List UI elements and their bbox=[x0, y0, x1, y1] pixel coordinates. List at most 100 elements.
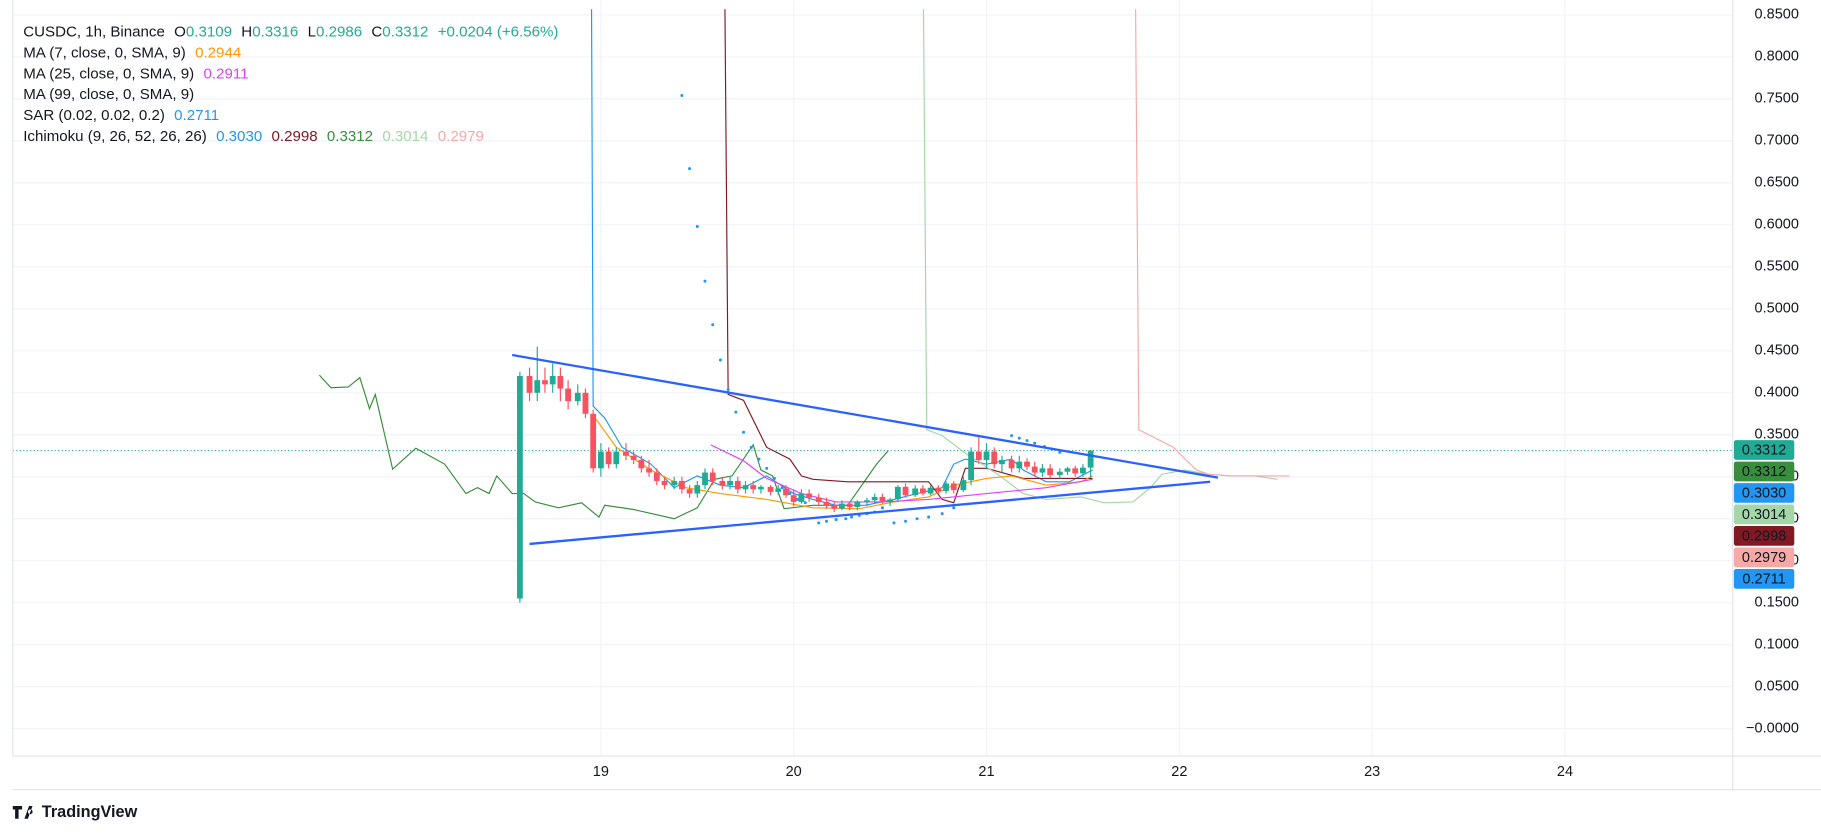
indicator-line bbox=[594, 417, 1093, 510]
y-tick-label: 0.6000 bbox=[1755, 217, 1799, 233]
candle-body bbox=[975, 451, 982, 460]
sar-dot bbox=[880, 506, 884, 510]
candle-body bbox=[912, 488, 919, 496]
candle-body bbox=[613, 451, 620, 465]
candle-body bbox=[709, 472, 716, 481]
candle-body bbox=[943, 483, 949, 492]
price-tag bbox=[1733, 569, 1795, 589]
price-tag-label: 0.3312 bbox=[1742, 442, 1786, 458]
candle-body bbox=[1016, 461, 1023, 469]
grid bbox=[12, 0, 1733, 757]
sar-dot bbox=[711, 323, 715, 327]
candle-body bbox=[879, 496, 886, 502]
candle-body bbox=[605, 451, 612, 465]
x-tick-label: 24 bbox=[1557, 764, 1573, 780]
plot-area bbox=[12, 9, 1733, 603]
price-tag-label: 0.3312 bbox=[1742, 464, 1786, 480]
sar-dot bbox=[734, 410, 738, 414]
candle-body bbox=[565, 388, 572, 402]
trend-line bbox=[511, 353, 1219, 479]
candle-body bbox=[653, 472, 660, 481]
candle-body bbox=[767, 486, 774, 492]
sar-dot bbox=[803, 501, 807, 505]
candle-body bbox=[1031, 466, 1038, 473]
trend-line bbox=[529, 480, 1211, 546]
x-tick-label: 19 bbox=[593, 764, 609, 780]
candle-body bbox=[1024, 461, 1030, 467]
candle-body bbox=[694, 485, 701, 494]
candle-body bbox=[590, 413, 597, 469]
sar-dot bbox=[824, 519, 828, 523]
sar-dot bbox=[817, 521, 821, 525]
candle-body bbox=[623, 451, 629, 456]
candle-body bbox=[638, 459, 645, 469]
x-tick-label: 21 bbox=[978, 764, 994, 780]
candle-body bbox=[887, 499, 894, 502]
price-tag-label: 0.3030 bbox=[1742, 485, 1786, 501]
candle-body bbox=[702, 472, 708, 486]
indicator-line bbox=[724, 9, 1093, 504]
price-tag bbox=[1733, 504, 1795, 525]
candle-body bbox=[1047, 468, 1054, 476]
sar-dot bbox=[742, 430, 746, 434]
candle-body bbox=[678, 480, 685, 490]
price-tag bbox=[1733, 483, 1795, 503]
candle-body bbox=[734, 480, 741, 490]
ohlc-key: H bbox=[241, 24, 252, 41]
candle-body bbox=[798, 493, 805, 502]
indicator-label: MA (25, close, 0, SMA, 9) bbox=[23, 65, 194, 82]
sar-dot bbox=[1010, 434, 1014, 438]
price-tags: 0.3312 0.3312 0.3030 0.3014 0.2998 0.2979 0.27… bbox=[1733, 440, 1795, 589]
candle-body bbox=[927, 487, 934, 494]
sar-dot bbox=[1017, 436, 1021, 440]
sar-dot bbox=[788, 492, 792, 496]
price-tag-label: 0.3014 bbox=[1742, 507, 1786, 523]
legend-row: CUSDC, 1h, Binance O0.3109 H0.3316 L0.2986 C… bbox=[23, 24, 558, 41]
candle-body bbox=[919, 488, 926, 494]
candle-body bbox=[783, 488, 789, 496]
y-tick-label: 0.5000 bbox=[1755, 301, 1799, 317]
ohlc-key: O bbox=[174, 24, 186, 41]
sar-dot bbox=[726, 387, 730, 391]
indicator-label: SAR (0.02, 0.02, 0.2) bbox=[23, 107, 165, 124]
candle-body bbox=[630, 455, 637, 460]
sar-dot bbox=[680, 94, 684, 98]
candle-body bbox=[742, 485, 749, 490]
sar-dot bbox=[757, 457, 761, 461]
sar-dot bbox=[718, 358, 722, 362]
sar-dot bbox=[772, 476, 776, 480]
candle-body bbox=[983, 451, 990, 460]
indicator-value: 0.2711 bbox=[174, 107, 219, 124]
sar-dot bbox=[695, 225, 699, 229]
candle-body bbox=[1008, 459, 1015, 469]
brand-text: TradingView bbox=[42, 803, 138, 821]
candle-body bbox=[516, 375, 523, 599]
sar-dot bbox=[844, 517, 848, 521]
candle-body bbox=[846, 503, 853, 507]
candle-body bbox=[727, 480, 733, 486]
price-tag bbox=[1733, 461, 1795, 482]
candle-body bbox=[831, 505, 838, 509]
y-tick-label: 0.0500 bbox=[1755, 678, 1799, 694]
price-tag bbox=[1733, 440, 1795, 460]
sar-dot bbox=[780, 486, 784, 490]
sar-dot bbox=[688, 167, 692, 171]
sar-dot bbox=[940, 512, 944, 516]
indicator-label: MA (7, close, 0, SMA, 9) bbox=[23, 44, 186, 61]
price-tag-label: 0.2979 bbox=[1742, 550, 1786, 566]
candle-body bbox=[968, 451, 974, 481]
candle-body bbox=[775, 488, 782, 492]
candle-body bbox=[935, 487, 942, 492]
candle-body bbox=[597, 451, 604, 469]
y-tick-label: 0.8000 bbox=[1755, 49, 1799, 65]
price-tag-label: 0.2711 bbox=[1742, 571, 1785, 587]
sar-dot bbox=[1025, 439, 1029, 443]
candle-body bbox=[526, 375, 533, 393]
candle-body bbox=[960, 480, 967, 491]
candle-body bbox=[574, 392, 581, 402]
candle-body bbox=[549, 375, 556, 385]
candle-body bbox=[806, 493, 813, 498]
candle-body bbox=[991, 451, 998, 465]
y-tick-label: 0.6500 bbox=[1755, 175, 1799, 191]
